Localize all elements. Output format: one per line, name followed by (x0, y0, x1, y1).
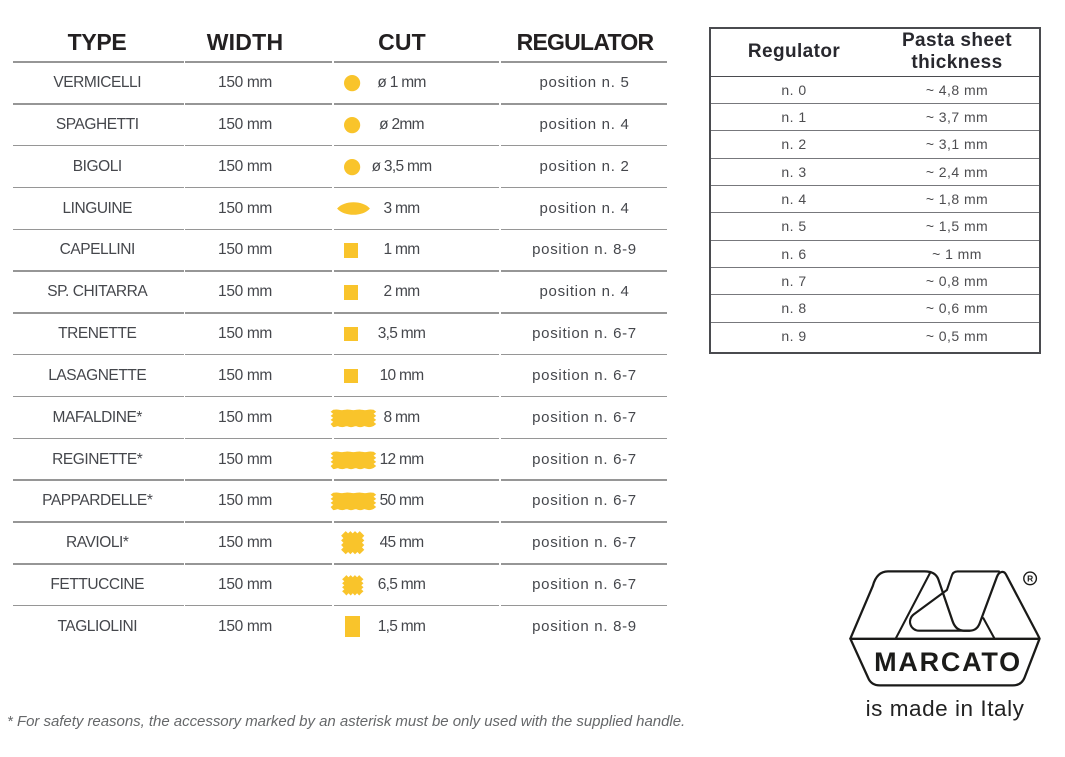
svg-text:R: R (1027, 574, 1033, 584)
